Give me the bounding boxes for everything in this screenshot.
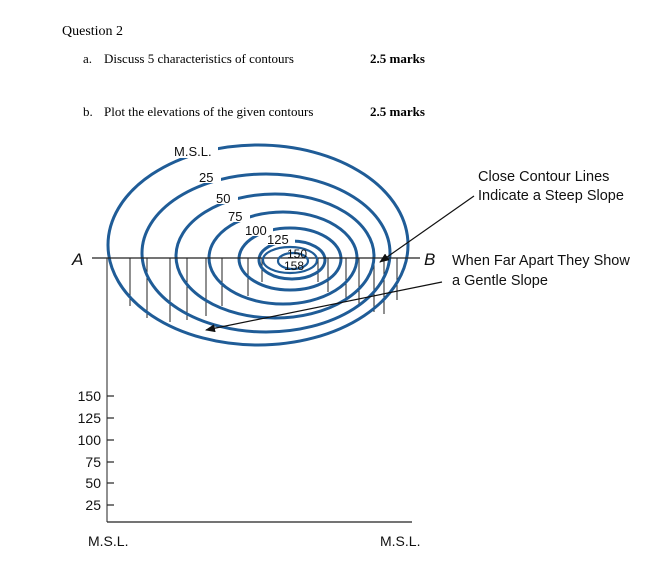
y-tick-50: 50 (85, 475, 101, 491)
contour-label-150: 150 (287, 247, 307, 261)
annotation-steep-line2: Indicate a Steep Slope (478, 188, 624, 204)
question-title: Question 2 (62, 24, 124, 39)
contour-158 (276, 251, 310, 271)
point-b-label: B (424, 250, 435, 269)
arrow-gentle-slope (205, 281, 443, 333)
contour-label-158: 158 (284, 259, 304, 273)
y-tick-125: 125 (78, 410, 102, 426)
contour-label-125: 125 (267, 232, 289, 247)
contour-50 (174, 192, 376, 320)
point-a-label: A (71, 250, 83, 269)
contour-150 (261, 245, 319, 275)
contour-msl (106, 143, 410, 347)
contour-lines (106, 143, 410, 347)
summit-contours (261, 245, 319, 275)
arrow-steep-slope (379, 195, 475, 263)
annotation-gentle-line1: When Far Apart They Show (452, 253, 630, 269)
y-tick-100: 100 (78, 432, 102, 448)
part-b-letter: b. (83, 104, 93, 119)
annotation-steep-line1: Close Contour Lines (478, 169, 609, 185)
y-tick-75: 75 (85, 454, 101, 470)
contour-25 (140, 172, 392, 334)
y-axis-ticks (107, 395, 114, 506)
baseline-label-right: M.S.L. (380, 533, 420, 549)
projection-lines (106, 258, 398, 522)
contour-label-100: 100 (245, 223, 267, 238)
contour-label-75: 75 (228, 209, 242, 224)
contour-100 (237, 226, 343, 292)
label-backgrounds (172, 143, 295, 245)
annotation-gentle-line2: a Gentle Slope (452, 273, 548, 289)
baseline-label-left: M.S.L. (88, 533, 128, 549)
part-a-letter: a. (83, 51, 93, 66)
part-b-marks: 2.5 marks (370, 104, 425, 119)
contour-label-50: 50 (216, 191, 230, 206)
contour-label-msl: M.S.L. (174, 144, 212, 159)
part-a-text: Discuss 5 characteristics of contours (104, 51, 294, 66)
contour-label-25: 25 (199, 170, 213, 185)
part-a-marks: 2.5 marks (370, 51, 425, 66)
y-tick-150: 150 (78, 388, 102, 404)
y-tick-25: 25 (85, 497, 101, 513)
part-b-text: Plot the elevations of the given contour… (104, 104, 314, 119)
